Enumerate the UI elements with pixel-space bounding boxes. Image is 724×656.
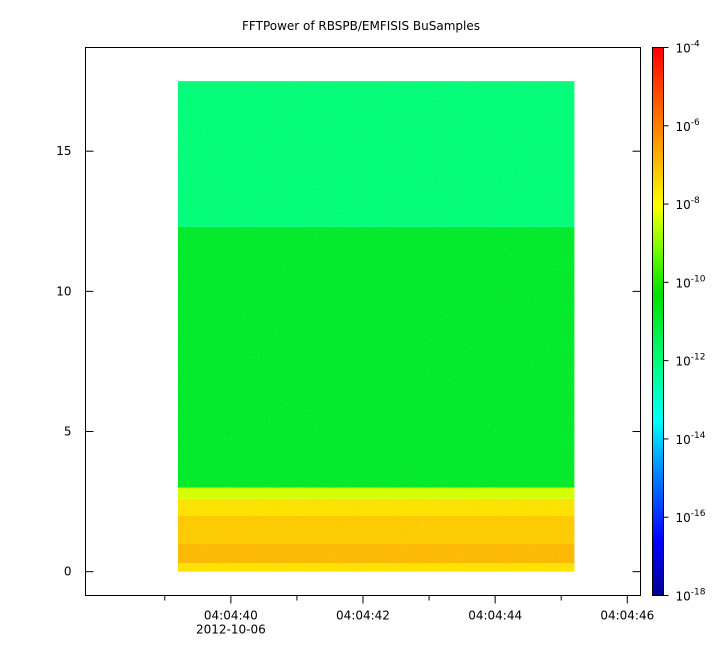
x-tick-date-label: 2012-10-06 bbox=[196, 623, 266, 637]
x-tick-label: 04:04:44 bbox=[468, 609, 522, 623]
colorbar-ticks: 10-4 10-6 10-8 10-10 10-12 10-14 10-16 10-18 bbox=[663, 40, 706, 604]
colorbar-tick-label: 10-6 bbox=[676, 118, 701, 134]
colorbar-tick-label: 10-16 bbox=[676, 509, 706, 525]
x-tick-label: 04:04:42 bbox=[336, 609, 390, 623]
y-tick-label: 15 bbox=[56, 144, 71, 158]
spectrogram-texture bbox=[178, 81, 575, 572]
y-axis: 0 5 10 15 bbox=[56, 144, 641, 579]
colorbar bbox=[652, 47, 664, 596]
colorbar-tick-label: 10-10 bbox=[676, 274, 706, 290]
x-tick-label: 04:04:46 bbox=[600, 609, 654, 623]
colorbar-tick-label: 10-8 bbox=[676, 196, 701, 212]
colorbar-tick-label: 10-14 bbox=[676, 431, 706, 447]
y-tick-label: 0 bbox=[64, 565, 72, 579]
y-tick-label: 5 bbox=[64, 425, 72, 439]
y-tick-label: 10 bbox=[56, 284, 71, 298]
colorbar-tick-label: 10-4 bbox=[676, 40, 701, 56]
x-tick-label: 04:04:40 bbox=[204, 609, 258, 623]
colorbar-tick-label: 10-12 bbox=[676, 353, 706, 369]
colorbar-tick-label: 10-18 bbox=[676, 588, 706, 604]
chart-title: FFTPower of RBSPB/EMFISIS BuSamples bbox=[242, 19, 480, 33]
